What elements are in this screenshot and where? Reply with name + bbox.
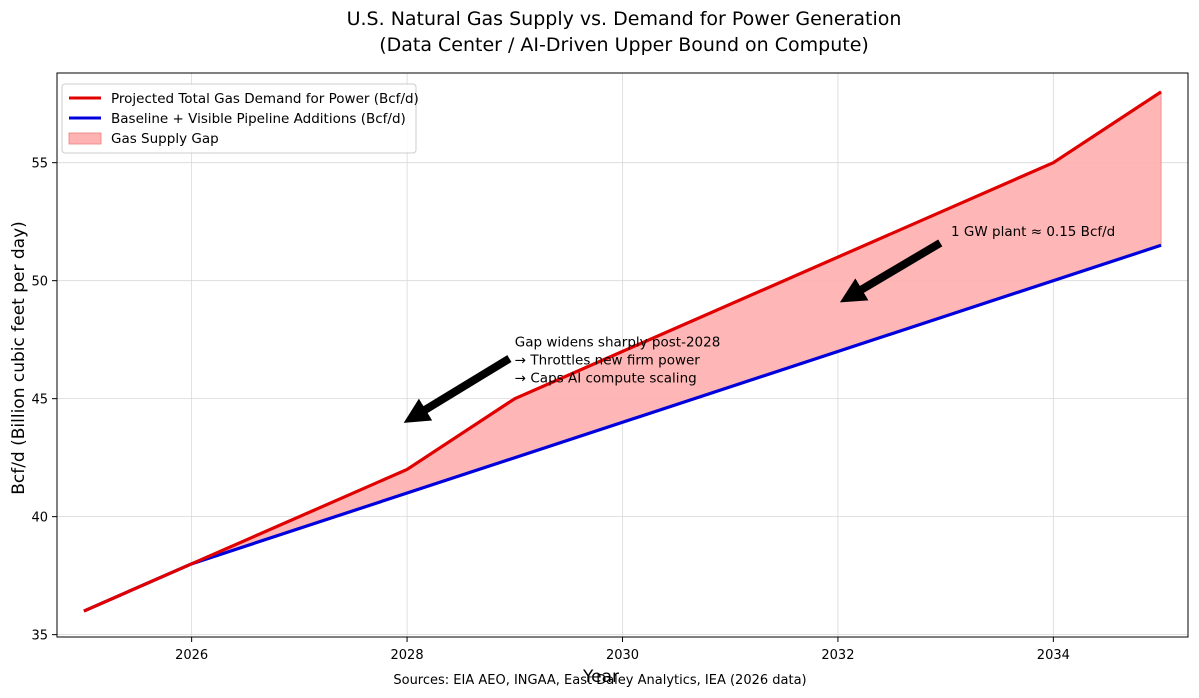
annotation-gap-widens-line-2: → Throttles new firm power bbox=[515, 353, 701, 369]
legend-box bbox=[61, 83, 417, 154]
legend-swatch-gap bbox=[68, 132, 102, 145]
y-tick-label: 55 bbox=[31, 157, 48, 172]
annotation-gw-plant-line-1: 1 GW plant ≈ 0.15 Bcf/d bbox=[951, 224, 1115, 240]
y-axis-label: Bcf/d (Billion cubic feet per day) bbox=[9, 221, 29, 495]
annotation-gw-plant-arrow bbox=[839, 239, 943, 303]
x-tick-label: 2034 bbox=[1037, 648, 1070, 663]
x-tick-label: 2026 bbox=[175, 648, 208, 663]
chart-subtitle: (Data Center / AI-Driven Upper Bound on … bbox=[379, 34, 869, 56]
legend-label-demand: Projected Total Gas Demand for Power (Bc… bbox=[111, 91, 419, 107]
y-tick-label: 40 bbox=[31, 511, 48, 526]
x-tick-label: 2030 bbox=[606, 648, 639, 663]
legend-label-gap: Gas Supply Gap bbox=[111, 131, 219, 147]
annotation-gap-widens-arrow bbox=[403, 355, 512, 423]
annotation-gap-widens-line-1: Gap widens sharply post-2028 bbox=[515, 335, 721, 351]
y-tick-label: 50 bbox=[31, 275, 48, 290]
y-tick-label: 35 bbox=[31, 629, 48, 644]
chart-title: U.S. Natural Gas Supply vs. Demand for P… bbox=[347, 8, 902, 30]
x-tick-label: 2028 bbox=[391, 648, 424, 663]
demand-line bbox=[83, 90, 1162, 613]
annotation-layer: Gap widens sharply post-2028 → Throttles… bbox=[403, 224, 1115, 423]
annotation-gap-widens-line-3: → Caps AI compute scaling bbox=[515, 371, 697, 387]
x-axis-ticks: 2026 2028 2030 2032 2034 bbox=[175, 637, 1070, 663]
y-axis-ticks: 35 40 45 50 55 bbox=[31, 157, 57, 644]
x-tick-label: 2032 bbox=[821, 648, 854, 663]
annotation-gw-plant: 1 GW plant ≈ 0.15 Bcf/d bbox=[951, 224, 1115, 240]
x-axis-label: Year bbox=[582, 667, 619, 687]
series-layer bbox=[83, 90, 1162, 613]
y-tick-label: 45 bbox=[31, 393, 48, 408]
annotation-gap-widens: Gap widens sharply post-2028 → Throttles… bbox=[515, 335, 725, 387]
legend-label-supply: Baseline + Visible Pipeline Additions (B… bbox=[111, 111, 406, 127]
sources-note: Sources: EIA AEO, INGAA, East Daley Anal… bbox=[393, 673, 806, 688]
legend: Projected Total Gas Demand for Power (Bc… bbox=[61, 83, 419, 154]
